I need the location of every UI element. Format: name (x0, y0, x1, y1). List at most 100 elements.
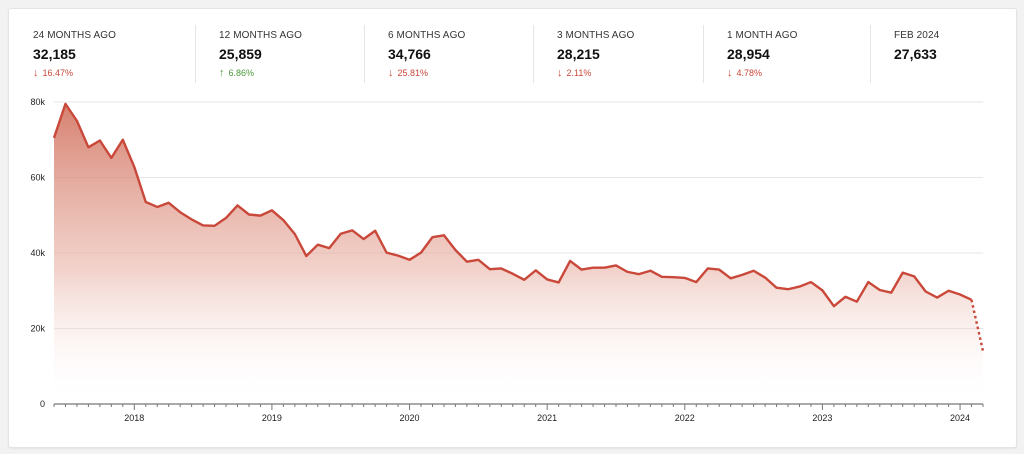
data-point[interactable] (762, 275, 768, 281)
data-point[interactable] (407, 257, 413, 263)
data-point[interactable] (189, 216, 195, 222)
data-point[interactable] (212, 223, 218, 229)
data-point[interactable] (774, 285, 780, 291)
data-point[interactable] (934, 295, 940, 301)
data-point[interactable] (269, 207, 275, 213)
data-point[interactable] (108, 155, 114, 161)
stat-value: 28,954 (727, 46, 770, 62)
data-point[interactable] (51, 135, 57, 141)
stat-6-months-ago[interactable]: 6 MONTHS AGO 34,766 ↓ 25.81% (364, 25, 533, 85)
data-point[interactable] (808, 279, 814, 285)
data-point[interactable] (900, 270, 906, 276)
data-point[interactable] (395, 253, 401, 259)
stat-1-month-ago[interactable]: 1 MONTH AGO 28,954 ↓ 4.78% (703, 25, 870, 85)
data-point[interactable] (292, 231, 298, 237)
series-line (52, 102, 973, 308)
data-point[interactable] (246, 212, 252, 218)
data-point[interactable] (85, 144, 91, 150)
data-point[interactable] (338, 231, 344, 237)
data-point[interactable] (556, 279, 562, 285)
data-point[interactable] (877, 287, 883, 293)
data-point[interactable] (200, 222, 206, 228)
stat-change: ↓ 25.81% (388, 67, 533, 78)
data-point[interactable] (303, 253, 309, 259)
y-tick-label: 80k (30, 97, 45, 107)
data-point[interactable] (842, 294, 848, 300)
data-point[interactable] (280, 217, 286, 223)
arrow-up-icon: ↑ (219, 66, 225, 79)
data-point[interactable] (384, 250, 390, 256)
data-point[interactable] (257, 213, 263, 219)
data-point[interactable] (659, 274, 665, 280)
data-point[interactable] (372, 228, 378, 234)
data-point[interactable] (74, 118, 80, 124)
data-point[interactable] (97, 138, 103, 144)
data-point[interactable] (602, 265, 608, 271)
data-point[interactable] (923, 289, 929, 295)
data-point[interactable] (693, 279, 699, 285)
data-point[interactable] (819, 287, 825, 293)
stat-3-months-ago[interactable]: 3 MONTHS AGO 28,215 ↓ 2.11% (533, 25, 703, 85)
data-point[interactable] (567, 258, 573, 264)
stat-feb-2024[interactable]: FEB 2024 27,633 (870, 25, 1016, 85)
data-point[interactable] (510, 271, 516, 277)
data-point[interactable] (670, 274, 676, 280)
stat-24-months-ago[interactable]: 24 MONTHS AGO 32,185 ↓ 16.47% (9, 25, 195, 85)
data-point[interactable] (957, 292, 963, 298)
data-point[interactable] (154, 204, 160, 210)
data-point[interactable] (636, 271, 642, 277)
data-point[interactable] (487, 266, 493, 272)
x-tick-label: 2019 (262, 413, 282, 423)
data-point[interactable] (785, 286, 791, 292)
data-point[interactable] (143, 199, 149, 205)
data-point[interactable] (166, 200, 172, 206)
data-point[interactable] (590, 265, 596, 271)
data-point[interactable] (62, 101, 68, 107)
data-point[interactable] (739, 272, 745, 278)
data-point[interactable] (521, 277, 527, 283)
data-point[interactable] (854, 299, 860, 305)
data-point[interactable] (865, 279, 871, 285)
data-point[interactable] (728, 275, 734, 281)
data-point[interactable] (223, 215, 229, 221)
data-point[interactable] (441, 232, 447, 238)
data-point[interactable] (751, 268, 757, 274)
data-point[interactable] (452, 247, 458, 253)
data-point[interactable] (326, 245, 332, 251)
data-point[interactable] (177, 209, 183, 215)
data-point[interactable] (429, 234, 435, 240)
data-point[interactable] (911, 273, 917, 279)
stat-value: 28,215 (557, 46, 600, 62)
data-point[interactable] (120, 137, 126, 143)
data-point[interactable] (315, 242, 321, 248)
data-point[interactable] (624, 269, 630, 275)
data-point[interactable] (831, 303, 837, 309)
data-point[interactable] (705, 265, 711, 271)
data-point[interactable] (946, 288, 952, 294)
stat-value: 27,633 (894, 46, 937, 62)
data-point[interactable] (418, 250, 424, 256)
data-point[interactable] (647, 268, 653, 274)
data-point[interactable] (579, 267, 585, 273)
data-point[interactable] (969, 297, 975, 303)
stat-change: ↓ 4.78% (727, 67, 870, 78)
data-point[interactable] (796, 284, 802, 290)
data-point[interactable] (888, 290, 894, 296)
data-point[interactable] (349, 227, 355, 233)
data-point[interactable] (498, 265, 504, 271)
data-point[interactable] (613, 262, 619, 268)
data-point[interactable] (235, 202, 241, 208)
stats-row: 24 MONTHS AGO 32,185 ↓ 16.47% 12 MONTHS … (9, 9, 1016, 89)
data-point[interactable] (464, 259, 470, 265)
y-tick-label: 60k (30, 173, 45, 183)
data-point[interactable] (131, 164, 137, 170)
arrow-down-icon: ↓ (33, 66, 39, 79)
data-point[interactable] (980, 348, 986, 354)
data-point[interactable] (716, 267, 722, 273)
data-point[interactable] (682, 275, 688, 281)
data-point[interactable] (475, 257, 481, 263)
data-point[interactable] (533, 267, 539, 273)
data-point[interactable] (361, 236, 367, 242)
stat-12-months-ago[interactable]: 12 MONTHS AGO 25,859 ↑ 6.86% (195, 25, 364, 85)
data-point[interactable] (544, 276, 550, 282)
